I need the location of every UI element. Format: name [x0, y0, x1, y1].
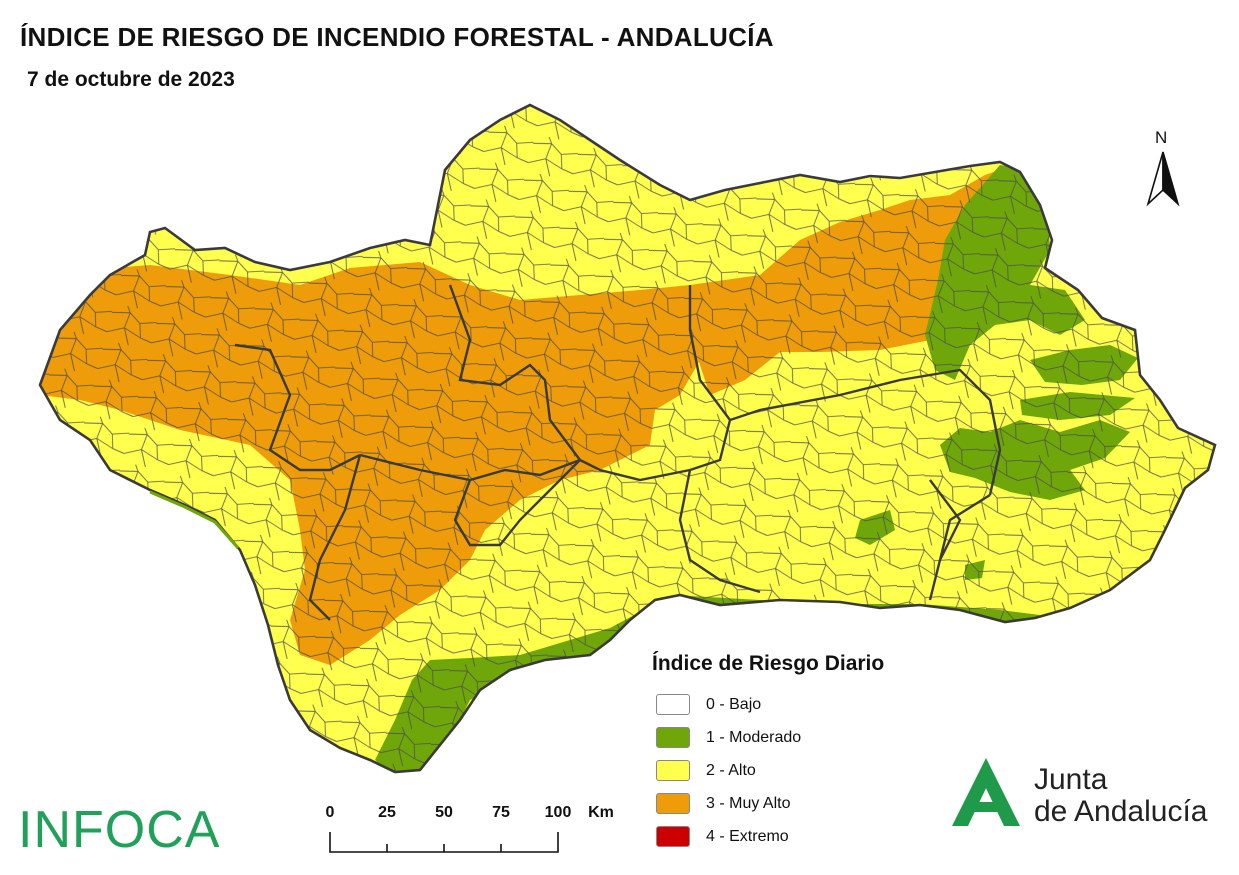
- scale-tick-label: 100: [544, 804, 572, 821]
- infoca-logo: INFOCA: [18, 801, 221, 859]
- region-outline: [38, 103, 1217, 774]
- legend-label-muy-alto: 3 - Muy Alto: [706, 794, 791, 812]
- legend-title: Índice de Riesgo Diario: [652, 652, 885, 675]
- legend: Índice de Riesgo Diario 0 - Bajo 1 - Mod…: [652, 652, 884, 853]
- legend-label-alto: 2 - Alto: [706, 761, 756, 779]
- legend-item-extremo: 4 - Extremo: [652, 820, 884, 853]
- legend-label-bajo: 0 - Bajo: [706, 695, 762, 713]
- junta-line-2: de Andalucía: [1034, 795, 1208, 828]
- map-title: ÍNDICE DE RIESGO DE INCENDIO FORESTAL - …: [20, 22, 774, 52]
- municipal-boundaries: [40, 105, 1215, 772]
- scale-bar-graphic: [329, 832, 559, 853]
- junta-wordmark: Junta de Andalucía: [1034, 764, 1207, 828]
- legend-swatch-bajo: [656, 694, 690, 715]
- scale-tick-label: 50: [435, 804, 453, 821]
- scale-tick-label: 75: [492, 804, 510, 821]
- legend-swatch-moderado: [656, 727, 690, 748]
- scale-bar: 0 25 50 75 100 Km: [318, 800, 618, 860]
- scale-unit: Km: [588, 804, 614, 821]
- north-arrow: N: [1140, 128, 1186, 214]
- scale-tick-label: 0: [325, 804, 335, 821]
- province-boundaries: [234, 284, 1002, 621]
- north-label: N: [1155, 128, 1168, 147]
- risk-areas: [40, 105, 1215, 772]
- legend-item-moderado: 1 - Moderado: [652, 721, 884, 754]
- legend-swatch-muy-alto: [656, 793, 690, 814]
- legend-item-muy-alto: 3 - Muy Alto: [652, 787, 884, 820]
- junta-emblem-icon: [952, 758, 1020, 826]
- legend-item-bajo: 0 - Bajo: [652, 688, 884, 721]
- north-arrow-icon: [1146, 151, 1180, 207]
- legend-swatch-alto: [656, 760, 690, 781]
- junta-line-1: Junta: [1034, 763, 1108, 796]
- scale-tick-label: 25: [378, 804, 396, 821]
- junta-de-andalucia-logo: Junta de Andalucía: [948, 756, 1218, 836]
- map-date: 7 de octubre de 2023: [27, 68, 235, 91]
- legend-label-extremo: 4 - Extremo: [706, 827, 789, 845]
- legend-label-moderado: 1 - Moderado: [706, 728, 802, 746]
- legend-item-alto: 2 - Alto: [652, 754, 884, 787]
- legend-swatch-extremo: [656, 826, 690, 847]
- coastline-fringe: [149, 490, 240, 549]
